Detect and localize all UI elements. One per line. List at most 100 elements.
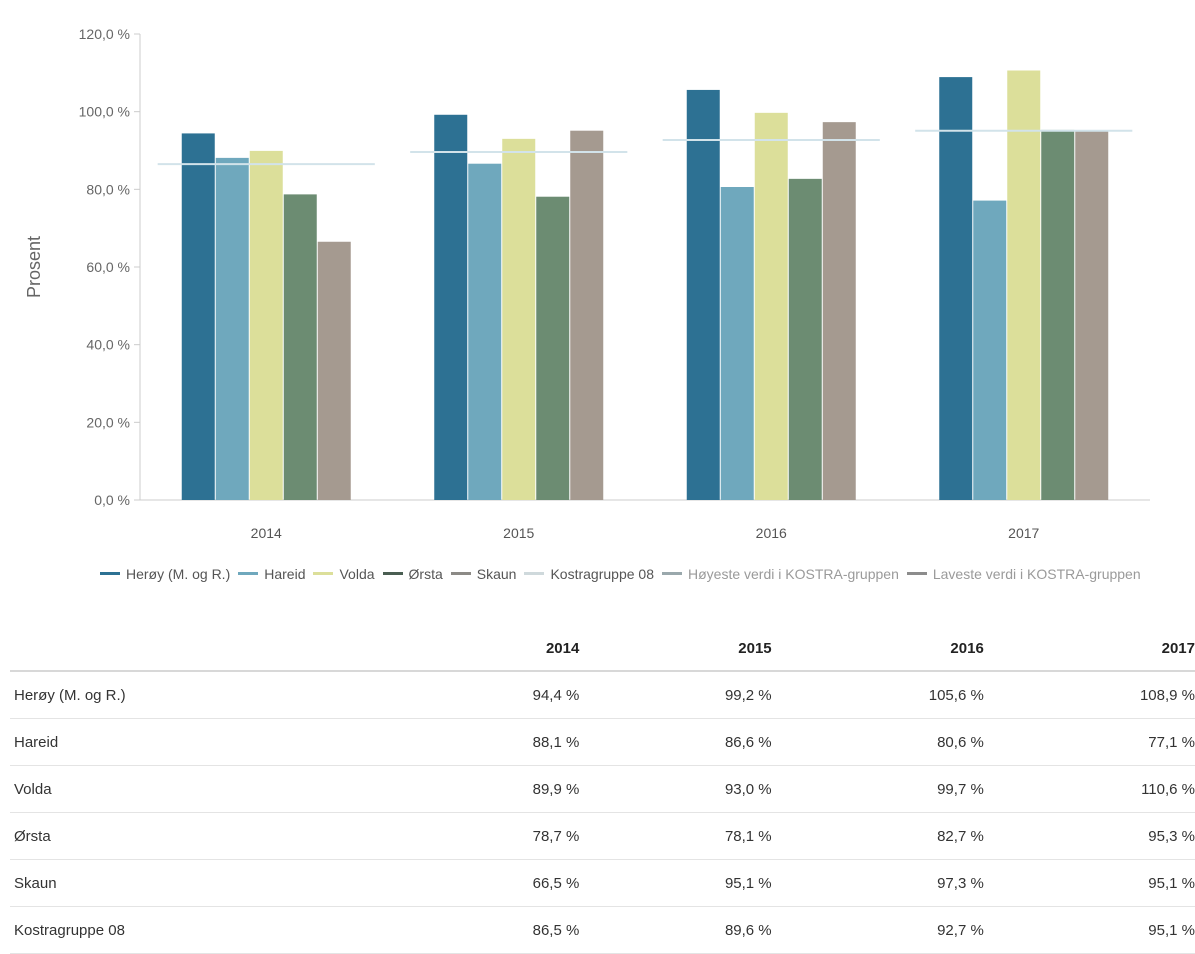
legend-item[interactable]: Høyeste verdi i KOSTRA-gruppen — [662, 564, 899, 584]
bar-2014-3[interactable] — [283, 194, 317, 501]
table-header-cell: 2015 — [581, 626, 774, 672]
row-label: Ørsta — [10, 812, 389, 860]
bar-2014-2[interactable] — [249, 150, 283, 500]
table-cell: 89,9 % — [388, 765, 582, 813]
table-header-cell: 2017 — [985, 626, 1195, 672]
bar-series-group — [181, 70, 1109, 501]
table-cell: 93,0 % — [581, 765, 774, 813]
x-tick-label: 2016 — [756, 525, 787, 541]
legend-item[interactable]: Herøy (M. og R.) — [100, 564, 230, 584]
legend-label: Kostragruppe 08 — [550, 565, 654, 582]
legend-item[interactable]: Ørsta — [382, 564, 443, 584]
table-cell: 94,4 % — [388, 671, 582, 719]
y-tick-label: 40,0 % — [86, 337, 130, 353]
legend-item[interactable]: Laveste verdi i KOSTRA-gruppen — [906, 564, 1141, 584]
table-cell: 77,1 % — [985, 718, 1195, 766]
row-label: Herøy (M. og R.) — [10, 671, 389, 719]
chart-legend: Herøy (M. og R.) Hareid Volda Ørsta Skaun Kos… — [100, 560, 1150, 584]
row-label: Kostragruppe 08 — [10, 906, 389, 954]
row-label: Hareid — [10, 718, 389, 766]
legend-swatch — [313, 572, 334, 575]
legend-label: Ørsta — [408, 565, 443, 582]
legend-label: Hareid — [264, 565, 306, 582]
table-cell: 99,2 % — [581, 671, 774, 719]
table-cell: 95,3 % — [985, 812, 1195, 860]
legend-swatch — [100, 572, 120, 575]
y-tick-label: 120,0 % — [79, 26, 130, 42]
table-cell: 108,9 % — [985, 671, 1195, 719]
y-tick-label: 0,0 % — [94, 492, 130, 508]
table-cell: 78,1 % — [581, 812, 774, 860]
bar-2017-3[interactable] — [1041, 129, 1075, 500]
y-tick-label: 80,0 % — [86, 181, 130, 197]
bar-2015-2[interactable] — [502, 138, 536, 500]
y-axis-label: Prosent — [24, 236, 44, 298]
legend-label: Laveste verdi i KOSTRA-gruppen — [932, 565, 1141, 582]
legend-label: Skaun — [476, 565, 517, 582]
bar-2016-4[interactable] — [822, 122, 856, 500]
bar-2016-3[interactable] — [788, 178, 822, 500]
table-header-cell — [10, 626, 389, 672]
bar-2014-0[interactable] — [181, 133, 215, 500]
bar-2015-0[interactable] — [434, 114, 468, 501]
legend-swatch — [450, 572, 471, 575]
table-cell: 66,5 % — [388, 859, 582, 907]
table-row: Ørsta 78,7 % 78,1 % 82,7 % 95,3 % — [10, 812, 1195, 860]
legend-item[interactable]: Volda — [313, 564, 375, 584]
table-cell: 80,6 % — [773, 718, 986, 766]
table-cell: 82,7 % — [773, 812, 986, 860]
table-cell: 97,3 % — [773, 859, 986, 907]
legend-swatch — [906, 572, 927, 575]
table-header-row: 2014 2015 2016 2017 — [10, 626, 1195, 672]
x-tick-labels: 2014 2015 2016 2017 — [251, 525, 1040, 541]
legend-swatch — [382, 572, 403, 575]
bar-chart: 0,0 % 20,0 % 40,0 % 60,0 % 80,0 % 100,0 % 120,… — [24, 26, 1150, 541]
table-cell: 105,6 % — [773, 671, 986, 719]
bar-2016-1[interactable] — [720, 187, 754, 500]
y-tick-label: 20,0 % — [86, 414, 130, 430]
bar-2017-4[interactable] — [1075, 130, 1109, 500]
x-tick-label: 2017 — [1008, 525, 1039, 541]
bar-2017-1[interactable] — [973, 200, 1007, 500]
x-tick-label: 2014 — [251, 525, 282, 541]
table-cell: 92,7 % — [773, 906, 986, 954]
table-cell: 95,1 % — [581, 859, 774, 907]
legend-swatch — [524, 572, 545, 575]
x-tick-label: 2015 — [503, 525, 534, 541]
reference-lines-group — [157, 129, 1133, 166]
table-cell: 86,6 % — [581, 718, 774, 766]
table-cell: 99,7 % — [773, 765, 986, 813]
bar-2016-2[interactable] — [754, 112, 788, 500]
legend-swatch — [238, 572, 259, 575]
data-table: 2014 2015 2016 2017 Herøy (M. og R.) 94,… — [10, 626, 1195, 954]
table-row: Kostragruppe 08 86,5 % 89,6 % 92,7 % 95,… — [10, 906, 1195, 954]
y-tick-label: 100,0 % — [79, 104, 130, 120]
legend-item[interactable]: Kostragruppe 08 — [524, 564, 654, 584]
table-cell: 110,6 % — [985, 765, 1195, 813]
table-cell: 88,1 % — [388, 718, 582, 766]
bar-2014-1[interactable] — [215, 157, 249, 500]
table-cell: 89,6 % — [581, 906, 774, 954]
bar-2017-2[interactable] — [1007, 70, 1041, 501]
table-cell: 86,5 % — [388, 906, 582, 954]
bar-2014-4[interactable] — [317, 241, 351, 500]
y-axis: 0,0 % 20,0 % 40,0 % 60,0 % 80,0 % 100,0 % 120,… — [79, 26, 141, 508]
bar-2015-4[interactable] — [570, 130, 604, 500]
table-row: Volda 89,9 % 93,0 % 99,7 % 110,6 % — [10, 765, 1195, 813]
table-cell: 95,1 % — [985, 906, 1195, 954]
legend-item[interactable]: Hareid — [238, 564, 305, 584]
bar-2016-0[interactable] — [686, 89, 720, 501]
bar-2015-1[interactable] — [468, 163, 502, 500]
table-row: Herøy (M. og R.) 94,4 % 99,2 % 105,6 % 1… — [10, 671, 1195, 719]
legend-label: Herøy (M. og R.) — [126, 565, 231, 582]
legend-swatch — [662, 572, 682, 575]
table-row: Hareid 88,1 % 86,6 % 80,6 % 77,1 % — [10, 718, 1195, 766]
row-label: Volda — [10, 765, 389, 813]
legend-item[interactable]: Skaun — [450, 564, 517, 584]
bar-2015-3[interactable] — [536, 196, 570, 500]
legend-label: Volda — [339, 565, 375, 582]
table-cell: 95,1 % — [985, 859, 1195, 907]
table-cell: 78,7 % — [388, 812, 582, 860]
bar-2017-0[interactable] — [939, 77, 973, 500]
row-label: Skaun — [10, 859, 389, 907]
